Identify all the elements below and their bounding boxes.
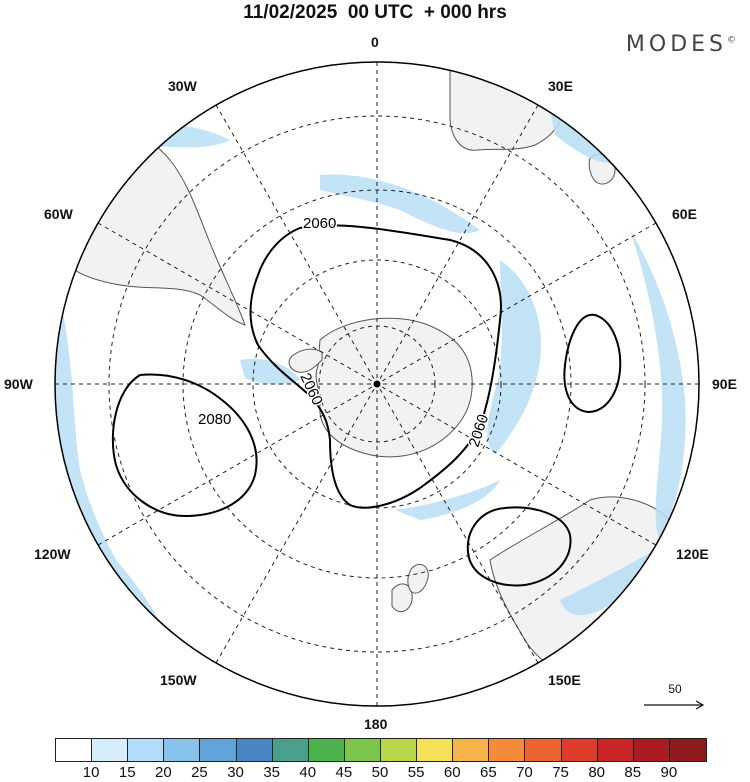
brand-mark: © xyxy=(727,35,736,46)
brand-name: MODES xyxy=(625,32,727,57)
colorbar xyxy=(55,738,707,762)
land-antarctic-peninsula xyxy=(288,348,323,373)
colorbar-cell xyxy=(633,739,670,761)
land-tasmania xyxy=(391,583,413,613)
colorbar-cell xyxy=(308,739,345,761)
latitude-circle-4 xyxy=(108,115,646,653)
lon-label-180: 180 xyxy=(364,716,388,732)
land-africa xyxy=(449,62,564,151)
contour-label-2060-top: 2060 xyxy=(303,215,336,232)
colorbar-tick-label: 75 xyxy=(552,764,569,781)
colorbar-cell xyxy=(128,739,165,761)
colorbar-cell xyxy=(200,739,237,761)
colorbar-cell xyxy=(453,739,490,761)
lon-label-30w: 30W xyxy=(168,78,197,94)
colorbar-tick-label: 20 xyxy=(154,764,172,781)
lon-label-60w: 60W xyxy=(44,206,73,222)
colorbar-tick-label: 40 xyxy=(299,764,317,781)
colorbar-tick-label: 85 xyxy=(624,764,642,781)
land-new-zealand xyxy=(407,563,429,594)
reference-vector-label: 50 xyxy=(668,682,682,696)
contour-label-2080: 2080 xyxy=(198,411,231,428)
colorbar-cell xyxy=(272,739,309,761)
lon-label-30e: 30E xyxy=(548,78,573,94)
south-pole-marker xyxy=(373,380,381,388)
shade-australia-band xyxy=(560,540,671,616)
colorbar-tick-label: 15 xyxy=(118,764,136,781)
contour-2060-south xyxy=(466,506,572,587)
lon-label-60e: 60E xyxy=(672,206,697,222)
colorbar-cell xyxy=(417,739,454,761)
lon-label-90w: 90W xyxy=(4,376,33,392)
colorbar-cell xyxy=(561,739,598,761)
lon-label-0: 0 xyxy=(371,34,379,50)
colorbar-cell xyxy=(525,739,562,761)
contour-2060-main xyxy=(249,224,502,509)
colorbar-tick-label: 10 xyxy=(82,764,100,781)
colorbar-tick-label: 30 xyxy=(227,764,244,781)
lon-label-120w: 120W xyxy=(34,546,71,562)
shade-central xyxy=(240,358,300,385)
colorbar-cell xyxy=(344,739,381,761)
reference-arrow-icon xyxy=(644,700,705,710)
colorbar-cell xyxy=(597,739,634,761)
shade-north-band xyxy=(320,174,480,234)
colorbar-tick-label: 35 xyxy=(263,764,280,781)
modes-logo: MODES© xyxy=(626,32,736,57)
colorbar-tick-label: 60 xyxy=(443,764,461,781)
contour-2080 xyxy=(111,373,258,518)
reference-vector: 50 xyxy=(640,682,710,712)
colorbar-tick-label: 55 xyxy=(407,764,425,781)
colorbar-tick-label: 50 xyxy=(371,764,389,781)
shade-far-east-band xyxy=(630,230,686,540)
geopotential-contours xyxy=(111,224,622,587)
lon-label-150e: 150E xyxy=(548,672,581,688)
lon-label-90e: 90E xyxy=(712,376,737,392)
contour-2060-east xyxy=(563,313,622,414)
lon-label-120e: 120E xyxy=(676,546,709,562)
colorbar-labels: 10 15 20 25 30 35 40 45 50 55 60 65 70 75 80 85 90 xyxy=(55,764,705,782)
colorbar-cell xyxy=(236,739,273,761)
shade-south xyxy=(395,480,500,520)
colorbar-cell xyxy=(56,739,93,761)
colorbar-tick-label: 90 xyxy=(660,764,678,781)
colorbar-cell xyxy=(164,739,201,761)
shade-east-band xyxy=(487,260,541,455)
colorbar-cell xyxy=(669,739,706,761)
colorbar-tick-label: 70 xyxy=(516,764,533,781)
map-boundary xyxy=(54,61,700,707)
lon-label-150w: 150W xyxy=(160,672,197,688)
colorbar-cell xyxy=(92,739,129,761)
colorbar-cell xyxy=(489,739,526,761)
colorbar-tick-label: 45 xyxy=(335,764,353,781)
colorbar-cell xyxy=(380,739,418,761)
colorbar-tick-label: 80 xyxy=(588,764,605,781)
map-title: 11/02/2025 00 UTC + 000 hrs xyxy=(243,2,507,23)
colorbar-tick-label: 65 xyxy=(479,764,497,781)
colorbar-tick-label: 25 xyxy=(191,764,208,781)
land-antarctica xyxy=(315,317,473,458)
polar-map: 2060 2060 2060 2080 xyxy=(54,61,700,707)
latitude-circle-2 xyxy=(252,259,502,509)
